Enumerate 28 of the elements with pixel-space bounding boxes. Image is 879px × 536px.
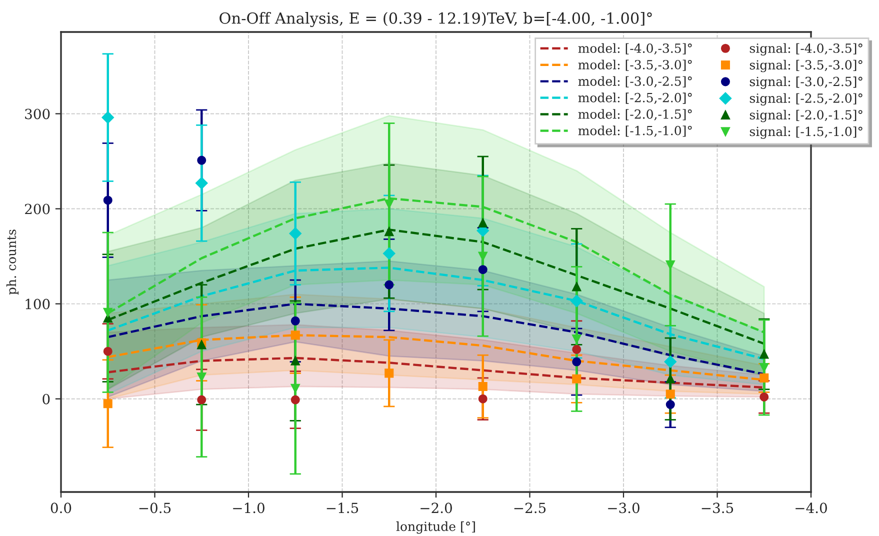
y-tick-label: 200 [25,204,50,214]
x-tick-label: −2.5 [514,502,546,514]
y-axis-title: ph. counts [6,230,19,295]
x-tick-label: −3.5 [702,502,734,514]
legend-label: signal: [-2.0,-1.5]° [750,110,862,122]
legend-label: model: [-1.5,-1.0]° [578,126,692,137]
legend-label: model: [-2.0,-1.5]° [578,109,692,120]
legend-label: signal: [-3.0,-2.5]° [750,76,862,89]
x-tick-label: −4.0 [796,502,827,514]
x-tick-label: 0.0 [50,502,72,514]
y-tick-label: 0 [42,394,50,404]
x-tick-label: −1.5 [326,502,358,514]
legend-label: model: [-4.0,-3.5]° [578,43,692,54]
chart-title: On-Off Analysis, E = (0.39 - 12.19)TeV, b=[-4.00, -1.00]° [220,12,652,28]
x-axis-title: longitude [°] [396,521,475,534]
legend-label: signal: [-2.5,-2.0]° [750,93,862,106]
x-tick-label: −3.0 [608,502,640,514]
legend-label: signal: [-1.5,-1.0]° [750,126,862,139]
y-tick-label: 100 [26,298,50,310]
legend-label: signal: [-3.5,-3.0]° [750,60,862,72]
legend-label: model: [-3.5,-3.0]° [578,60,692,71]
legend-label: signal: [-4.0,-3.5]° [750,43,862,56]
y-tick-label: 300 [25,108,50,120]
legend-label: model: [-3.0,-2.5]° [578,76,692,88]
x-tick-label: −2.0 [420,502,452,514]
x-tick-label: −1.0 [233,502,264,514]
legend-label: model: [-2.5,-2.0]° [578,92,692,104]
x-tick-label: −0.5 [139,502,171,514]
